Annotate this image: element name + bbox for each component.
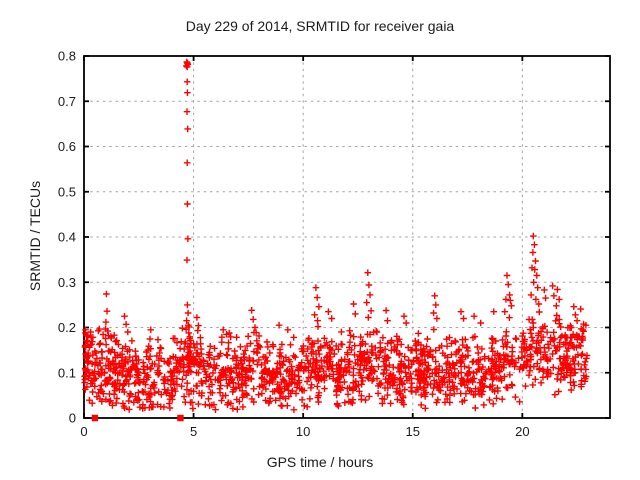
- y-tick-label: 0.5: [58, 184, 76, 199]
- y-axis-label: SRMTID / TECUs: [27, 180, 43, 292]
- x-tick-label: 10: [296, 424, 310, 439]
- y-tick-label: 0.7: [58, 94, 76, 109]
- y-tick-label: 0: [69, 411, 76, 426]
- y-tick-label: 0.8: [58, 49, 76, 64]
- square-marker: [91, 414, 99, 422]
- x-tick-label: 5: [190, 424, 197, 439]
- flag-square-markers: [91, 414, 184, 422]
- y-tick-label: 0.4: [58, 230, 76, 245]
- scatter-plus-markers: [81, 58, 591, 414]
- tick-labels: 0 5 10 15 20 0 0.1 0.2 0.3 0.4 0.5 0.6 0.7 0.8: [58, 49, 530, 440]
- y-tick-label: 0.3: [58, 275, 76, 290]
- x-tick-label: 0: [80, 424, 87, 439]
- x-axis-label: GPS time / hours: [266, 454, 374, 470]
- x-tick-label: 20: [515, 424, 529, 439]
- y-tick-label: 0.2: [58, 320, 76, 335]
- square-marker: [177, 414, 184, 422]
- chart-title: Day 229 of 2014, SRMTID for receiver gai…: [185, 18, 455, 34]
- x-tick-label: 15: [406, 424, 420, 439]
- y-tick-label: 0.1: [58, 365, 76, 380]
- y-tick-label: 0.6: [58, 139, 76, 154]
